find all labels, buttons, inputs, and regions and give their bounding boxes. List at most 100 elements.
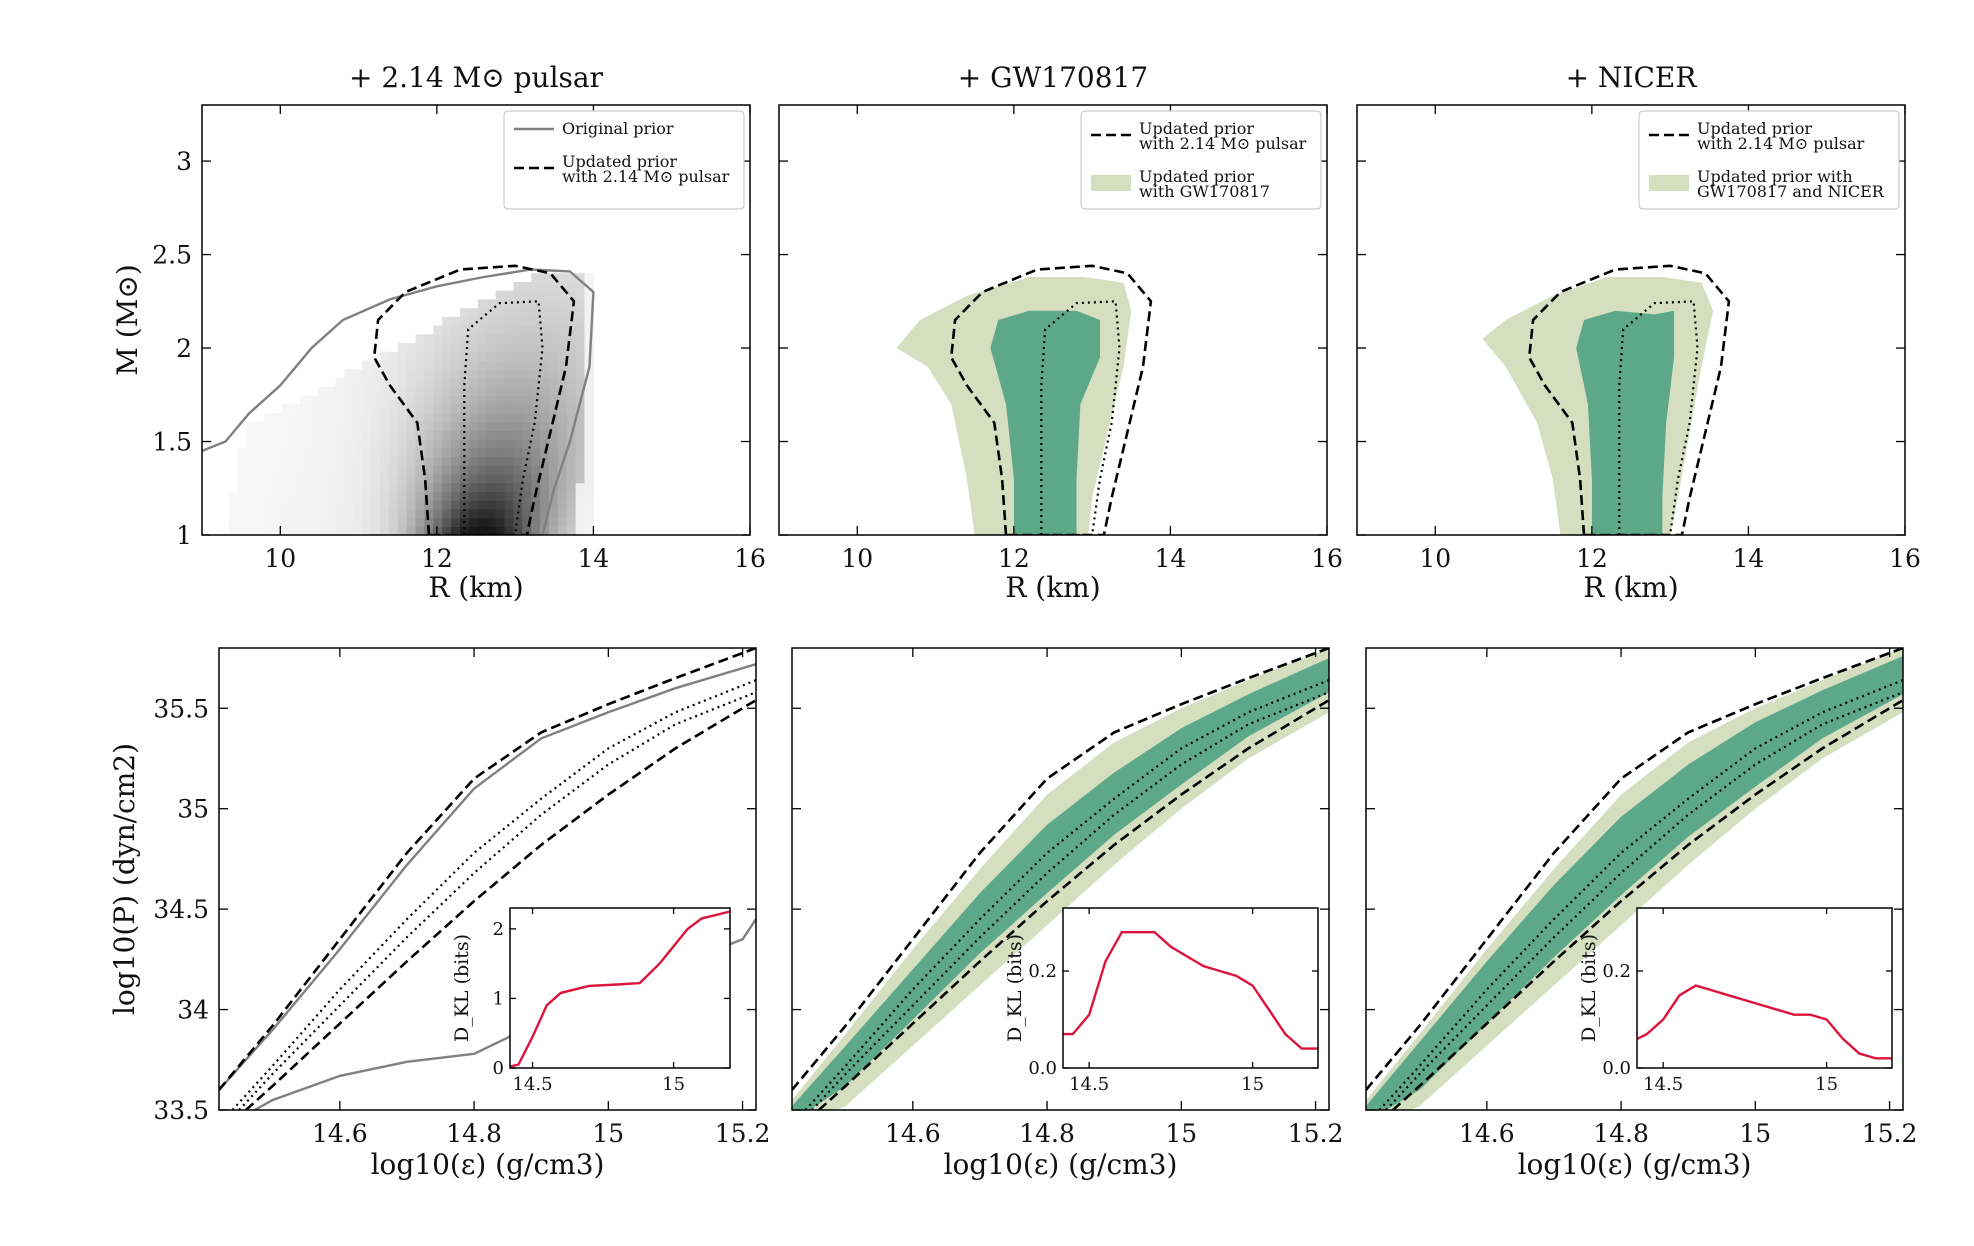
- density-cell: [353, 412, 363, 423]
- density-cell: [584, 378, 594, 388]
- density-cell: [308, 473, 319, 484]
- density-cell: [477, 334, 488, 344]
- density-cell: [575, 482, 586, 492]
- line-dashed: [792, 648, 1329, 1091]
- density-cell: [326, 395, 336, 405]
- density-cell: [468, 412, 479, 423]
- density-cell: [477, 482, 488, 492]
- density-cell: [531, 456, 541, 466]
- density-cell: [460, 378, 470, 388]
- density-cell: [566, 378, 577, 388]
- density-cell: [415, 404, 425, 414]
- density-cell: [344, 517, 354, 527]
- density-cell: [531, 316, 541, 327]
- density-cell: [584, 290, 594, 300]
- density-cell: [566, 395, 577, 405]
- plot-area: [202, 264, 595, 535]
- legend-label: Updated prior: [1697, 119, 1812, 138]
- density-cell: [540, 482, 550, 492]
- x-tick-label: 15.2: [1288, 1119, 1344, 1148]
- plot-frame: [791, 647, 1330, 1111]
- density-cell: [575, 456, 586, 466]
- density-cell: [433, 473, 443, 484]
- density-cell: [504, 308, 514, 318]
- density-cell: [513, 378, 523, 388]
- line-dotted: [1385, 691, 1903, 1110]
- density-cell: [424, 360, 434, 370]
- inset-background: [1063, 908, 1318, 1068]
- density-cell: [540, 386, 550, 396]
- density-cell: [344, 465, 354, 475]
- x-tick-label: 15: [592, 1119, 624, 1148]
- line-dashed: [818, 699, 1329, 1110]
- density-cell: [299, 465, 310, 475]
- density-cell: [282, 447, 292, 458]
- density-cell: [335, 465, 345, 475]
- density-cell: [379, 491, 390, 501]
- density-cell: [451, 325, 461, 335]
- density-cell: [451, 508, 461, 519]
- density-cell: [433, 430, 443, 440]
- density-cell: [424, 500, 434, 510]
- density-cell: [246, 508, 256, 519]
- density-cell: [299, 395, 310, 405]
- density-cell: [353, 465, 363, 475]
- density-cell: [442, 351, 452, 362]
- density-cell: [451, 395, 461, 405]
- density-cell: [495, 343, 506, 353]
- density-cell: [255, 508, 265, 519]
- density-cell: [486, 456, 497, 466]
- density-cell: [504, 351, 514, 362]
- density-cell: [264, 500, 274, 510]
- region-fill-dark: [1576, 310, 1675, 535]
- density-cell: [495, 482, 506, 492]
- density-cell: [371, 430, 381, 440]
- density-cell: [442, 517, 452, 527]
- x-tick-label: 10: [264, 544, 296, 573]
- density-cell: [477, 369, 488, 379]
- density-cell: [264, 465, 274, 475]
- density-cell: [424, 517, 434, 527]
- density-cell: [522, 343, 532, 353]
- density-cell: [460, 482, 470, 492]
- inset-y-label: D_KL (bits): [451, 934, 473, 1042]
- density-cell: [451, 378, 461, 388]
- density-cell: [388, 447, 399, 458]
- density-cell: [504, 517, 514, 527]
- panel-mr-pulsar: 10 12 14 16 1 1.5 2 2.5 3 + 2.14 M⊙ pulsar R (km) M…: [111, 61, 766, 604]
- x-tick-label: 16: [1311, 544, 1343, 573]
- density-cell: [246, 421, 256, 431]
- density-cell: [557, 369, 568, 379]
- density-cell: [353, 395, 363, 405]
- density-cell: [477, 491, 488, 501]
- density-cell: [371, 473, 381, 484]
- density-cell: [326, 439, 336, 449]
- density-cell: [273, 500, 283, 510]
- density-cell: [548, 282, 559, 292]
- density-cell: [531, 386, 541, 396]
- density-cell: [575, 430, 586, 440]
- density-cell: [308, 508, 319, 519]
- density-cell: [371, 369, 381, 379]
- density-cell: [522, 412, 532, 423]
- density-cell: [335, 508, 345, 519]
- density-cell: [335, 404, 345, 414]
- density-cell: [228, 526, 239, 535]
- density-cell: [344, 404, 354, 414]
- y-tick-label: 35.5: [153, 694, 209, 723]
- density-cell: [246, 473, 256, 484]
- density-cell: [531, 465, 541, 475]
- density-cell: [291, 465, 301, 475]
- density-cell: [362, 456, 372, 466]
- density-cell: [531, 517, 541, 527]
- y-tick-label: 0.0: [1602, 1058, 1631, 1079]
- density-cell: [282, 482, 292, 492]
- density-cell: [513, 334, 523, 344]
- y-tick-label: 1: [176, 521, 192, 550]
- line-solid-gray: [219, 662, 756, 1091]
- density-cell: [371, 386, 381, 396]
- density-cell: [433, 343, 443, 353]
- density-cell: [362, 526, 372, 535]
- density-cell: [326, 447, 336, 458]
